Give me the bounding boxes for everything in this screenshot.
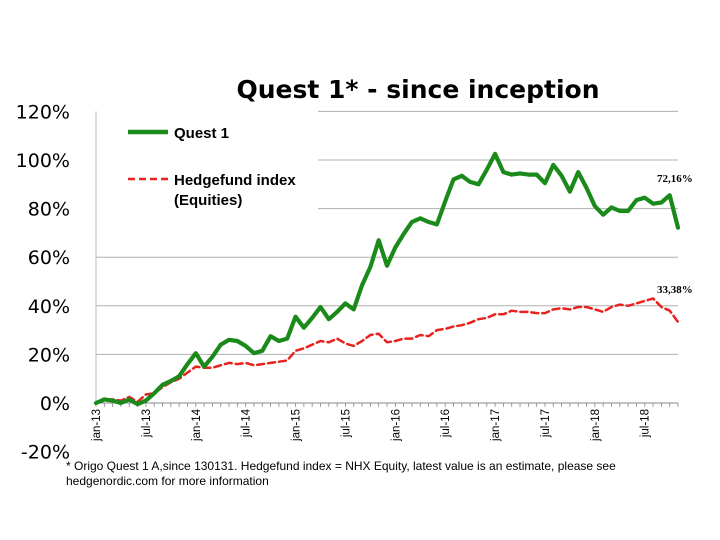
x-tick-label: jan-18 <box>590 409 602 442</box>
x-tick-label: jul-17 <box>540 409 552 438</box>
legend-label-hedgefund-index: Hedgefund index <box>174 172 296 189</box>
x-tick-label: jan-17 <box>490 409 502 442</box>
y-tick-label: 40% <box>28 296 70 318</box>
series-line-hedgefund-index <box>94 297 680 405</box>
y-tick-label: 20% <box>28 344 70 366</box>
x-tick-label: jul-15 <box>340 409 352 438</box>
end-labels: 72,16% 33,38% <box>657 173 693 296</box>
end-label-hedgefund-index: 33,38% <box>657 284 693 296</box>
y-tick-label: 120% <box>16 101 70 123</box>
gridlines <box>96 110 678 355</box>
y-tick-label: 80% <box>28 199 70 221</box>
x-tick-label: jul-16 <box>440 409 452 438</box>
y-tick-label: 0% <box>40 393 70 415</box>
end-label-quest-1: 72,16% <box>657 173 693 185</box>
x-tick-label: jan-16 <box>390 409 402 442</box>
x-tick-label: jul-14 <box>241 408 253 438</box>
legend-label-hedgefund-index-line2: (Equities) <box>174 192 242 209</box>
legend: Quest 1 Hedgefund index (Equities) <box>128 125 296 209</box>
y-tick-label: -20% <box>21 442 70 464</box>
series-line-quest-1 <box>93 151 681 407</box>
x-tick-label: jan-15 <box>291 409 303 442</box>
legend-label-quest-1: Quest 1 <box>174 125 229 142</box>
series-layer <box>93 151 681 407</box>
x-tick-label: jul-13 <box>141 409 153 438</box>
x-tick-label: jan-13 <box>91 409 103 442</box>
y-tick-label: 100% <box>16 150 70 172</box>
x-tick-label: jan-14 <box>191 408 203 442</box>
footnote: * Origo Quest 1 A,since 130131. Hedgefun… <box>66 459 616 488</box>
x-tick-label: jul-18 <box>640 409 652 438</box>
x-axis: jan-13 jul-13 jan-14 jul-14 jan-15 jul-15 jan-… <box>91 111 679 442</box>
y-axis-ticks: 120% 100% 80% 60% 40% 20% 0% -20% <box>16 101 70 463</box>
y-tick-label: 60% <box>28 247 70 269</box>
chart-title: Quest 1* - since inception <box>236 75 599 104</box>
